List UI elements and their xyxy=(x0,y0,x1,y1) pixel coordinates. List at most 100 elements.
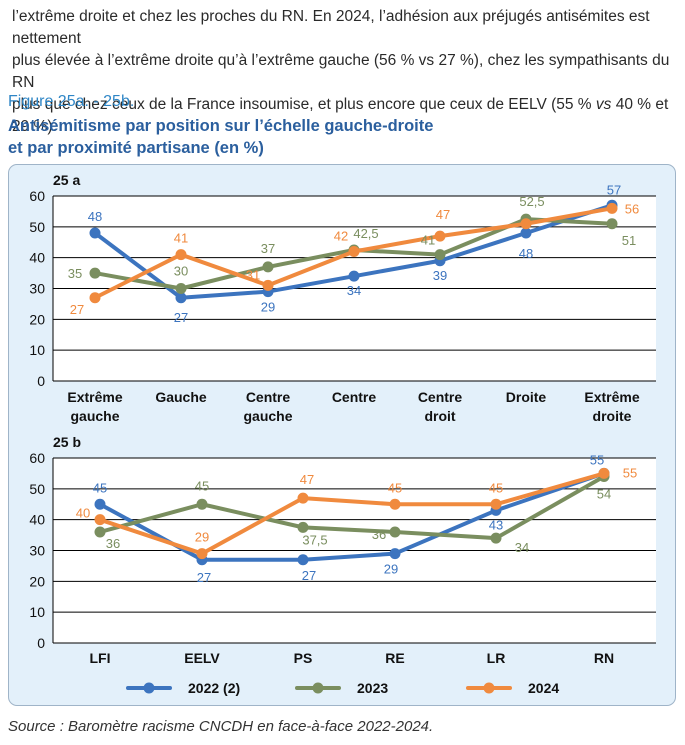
data-label: 55 xyxy=(623,465,637,480)
chart-25a: 25 a 0 10 20 30 40 50 60 Extrême gauche Gauche Cent… xyxy=(29,172,656,424)
figure-title-line-2: et par proximité partisane (en %) xyxy=(8,139,264,157)
data-point xyxy=(606,218,618,230)
data-point xyxy=(297,521,309,533)
data-label: 39 xyxy=(433,268,447,283)
y-tick-label: 20 xyxy=(29,311,45,327)
y-tick-label: 40 xyxy=(29,250,45,266)
data-point xyxy=(490,498,502,510)
x-tick-label: LFI xyxy=(90,650,111,666)
data-label: 30 xyxy=(174,264,188,279)
data-label: 45 xyxy=(489,480,503,495)
data-point xyxy=(297,554,309,566)
data-label: 29 xyxy=(195,530,209,545)
x-tick-label: gauche xyxy=(243,408,292,424)
y-tick-label: 0 xyxy=(37,373,45,389)
data-label: 34 xyxy=(347,283,361,298)
data-label: 34 xyxy=(515,540,529,555)
data-label: 31 xyxy=(246,267,260,282)
x-tick-label: PS xyxy=(294,650,313,666)
x-tick-label: RE xyxy=(385,650,404,666)
data-label: 42 xyxy=(334,229,348,244)
legend-label: 2024 xyxy=(528,680,559,696)
data-label: 35 xyxy=(68,266,82,281)
y-tick-label: 60 xyxy=(29,450,45,466)
x-tick-label: gauche xyxy=(70,408,119,424)
series-line-2022 (2) xyxy=(98,471,606,562)
legend: 2022 (2) 2023 2024 xyxy=(126,680,559,696)
panel-label: 25 a xyxy=(53,172,80,188)
x-tick-label: Droite xyxy=(506,389,547,405)
legend-label: 2022 (2) xyxy=(188,680,240,696)
x-tick-label: Gauche xyxy=(155,389,207,405)
source-note: Source : Baromètre racisme CNCDH en face… xyxy=(8,718,434,735)
data-point xyxy=(94,514,106,526)
chart-25b: 25 b 0 10 20 30 40 50 60 LFI EELV PS RE LR RN 45 27 27 29… xyxy=(29,434,656,666)
data-point xyxy=(348,246,360,257)
data-label: 48 xyxy=(519,246,533,261)
data-label: 43 xyxy=(489,517,503,532)
y-tick-label: 30 xyxy=(29,543,45,559)
panel-label: 25 b xyxy=(53,434,81,450)
data-point xyxy=(175,283,187,294)
data-label: 36 xyxy=(372,527,386,542)
data-point xyxy=(434,230,446,242)
x-tick-label: Centre xyxy=(246,389,291,405)
data-point xyxy=(196,498,208,510)
intro-line-3: plus que chez ceux de la France insoumis… xyxy=(12,96,669,135)
x-tick-label: RN xyxy=(594,650,614,666)
data-point xyxy=(520,227,532,239)
data-label: 27 xyxy=(197,570,211,585)
data-label: 41 xyxy=(174,231,188,246)
y-tick-label: 50 xyxy=(29,219,45,235)
data-point xyxy=(606,202,618,214)
x-tick-label: Extrême xyxy=(67,389,122,405)
data-point xyxy=(94,498,106,510)
data-point xyxy=(348,270,360,282)
figure-label: Figure 25a. - 25b. xyxy=(8,93,135,110)
intro-line-2: plus élevée à l’extrême droite qu’à l’ex… xyxy=(12,52,670,91)
data-label: 47 xyxy=(300,472,314,487)
data-label: 45 xyxy=(195,478,209,493)
y-tick-label: 40 xyxy=(29,512,45,528)
data-point xyxy=(89,267,101,279)
data-label: 27 xyxy=(174,310,188,325)
data-point xyxy=(598,467,610,479)
data-label: 27 xyxy=(70,302,84,317)
data-label: 55 xyxy=(590,452,604,467)
data-label: 27 xyxy=(302,568,316,583)
data-label: 45 xyxy=(388,480,402,495)
data-label: 57 xyxy=(607,182,621,197)
data-label: 29 xyxy=(384,562,398,577)
data-point xyxy=(94,526,106,538)
data-label: 51 xyxy=(622,233,636,248)
intro-line-1: l’extrême droite et chez les proches du … xyxy=(12,8,650,47)
x-tick-label: droit xyxy=(424,408,455,424)
legend-label: 2023 xyxy=(357,680,388,696)
x-tick-label: droite xyxy=(593,408,632,424)
data-point xyxy=(175,292,187,304)
data-label: 52,5 xyxy=(519,194,544,209)
data-label: 36 xyxy=(106,536,120,551)
x-tick-label: LR xyxy=(487,650,506,666)
data-point xyxy=(389,548,401,560)
x-tick-label: Centre xyxy=(332,389,377,405)
legend-swatch-marker xyxy=(143,682,155,694)
intro-paragraph: l’extrême droite et chez les proches du … xyxy=(12,6,677,138)
y-tick-label: 30 xyxy=(29,281,45,297)
y-tick-label: 60 xyxy=(29,188,45,204)
data-point xyxy=(89,227,101,239)
x-tick-label: EELV xyxy=(184,650,220,666)
y-tick-label: 10 xyxy=(29,604,45,620)
data-point xyxy=(490,532,502,544)
figure-title: Antisémitisme par position sur l’échelle… xyxy=(8,115,608,159)
data-point xyxy=(434,249,446,261)
data-point xyxy=(89,292,101,304)
data-point xyxy=(175,249,187,261)
data-label: 54 xyxy=(597,487,611,502)
x-tick-label: Extrême xyxy=(584,389,639,405)
legend-swatch-marker xyxy=(483,682,495,694)
data-label: 48 xyxy=(88,209,102,224)
y-tick-label: 50 xyxy=(29,481,45,497)
data-label: 45 xyxy=(93,480,107,495)
y-tick-label: 10 xyxy=(29,342,45,358)
